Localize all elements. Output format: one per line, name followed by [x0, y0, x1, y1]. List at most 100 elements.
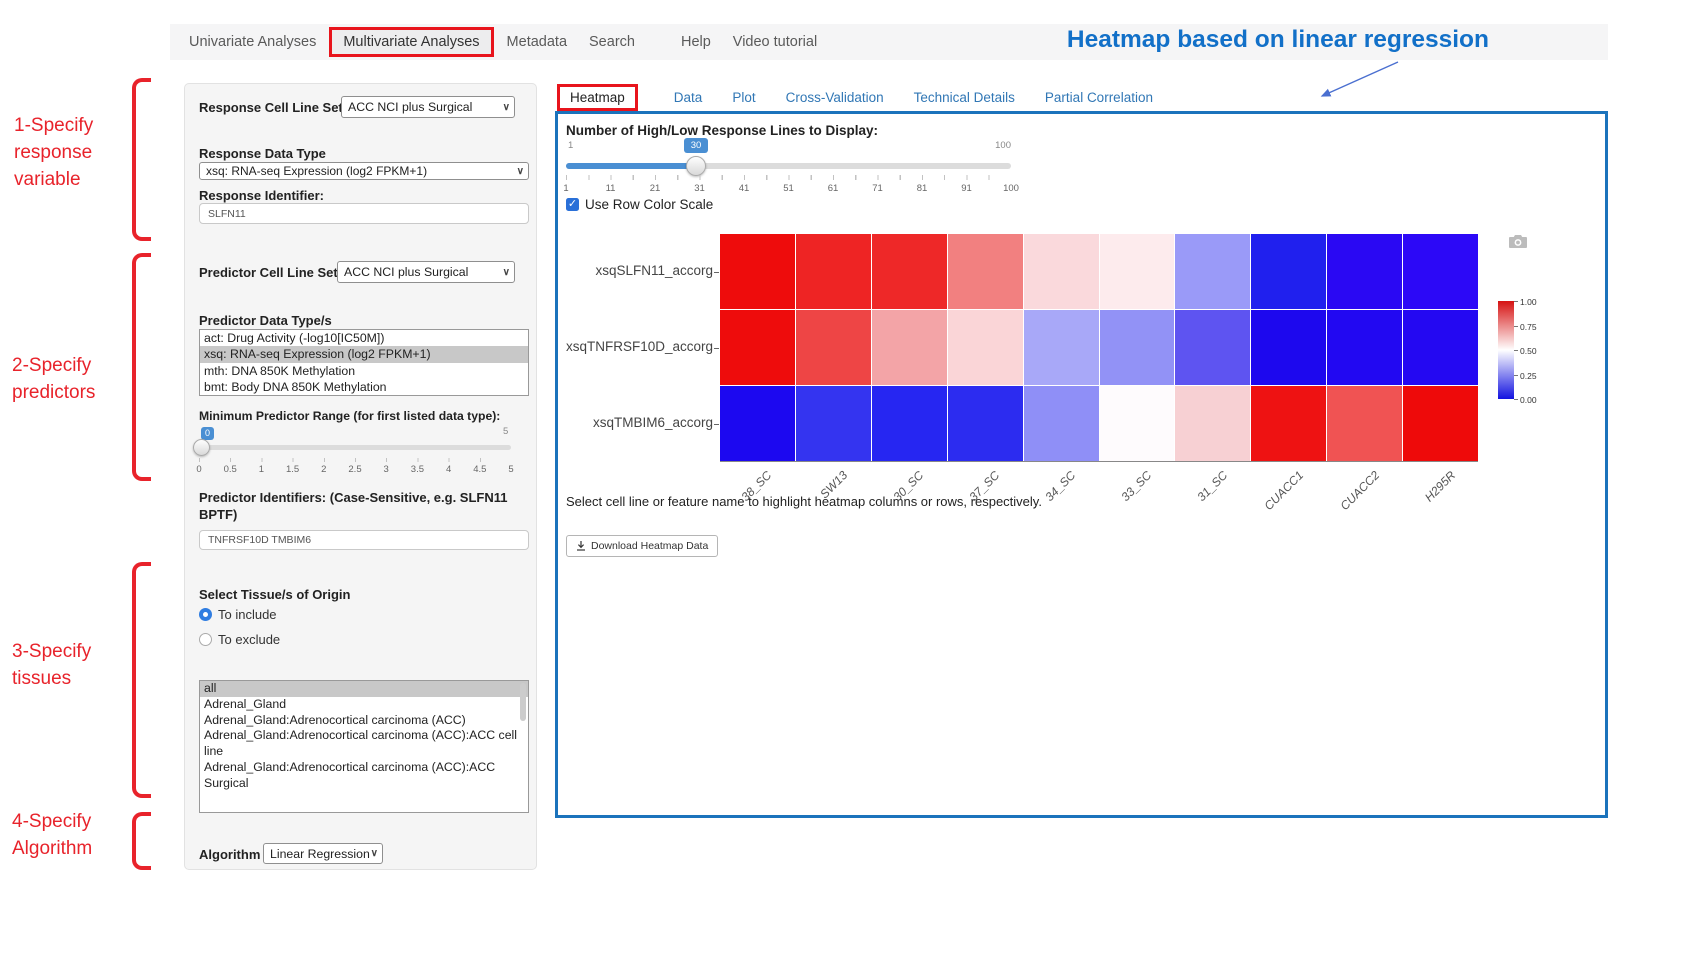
slider-tick-label: 100 — [1003, 183, 1019, 194]
tissue-option[interactable]: Adrenal_Gland:Adrenocortical carcinoma (… — [204, 712, 466, 727]
slider-tick-label: 71 — [872, 183, 883, 194]
colorbar-tick-label: 0.00 — [1520, 395, 1537, 405]
slider-tick-label: 0.5 — [223, 464, 237, 475]
bracket-step-2 — [132, 253, 151, 481]
algorithm-select[interactable]: Linear Regression ∨ — [263, 843, 383, 864]
heatmap-cell-xsqtnfrsf10d-accorg-cuacc2[interactable] — [1327, 310, 1403, 385]
tab-partial-correlation[interactable]: Partial Correlation — [1044, 90, 1153, 105]
slider-tick-label: 41 — [738, 183, 750, 194]
heatmap-cell-xsqslfn11-accorg-h295r[interactable] — [1403, 234, 1478, 309]
heatmap-row-label[interactable]: xsqTNFRSF10D_accorg — [565, 338, 713, 354]
heatmap-cell-xsqtmbim6-accorg-31-sc[interactable] — [1175, 386, 1251, 461]
range-slider-handle[interactable] — [193, 439, 210, 456]
tab-technical-details[interactable]: Technical Details — [913, 90, 1015, 105]
nav-item-search[interactable]: Search — [589, 34, 635, 50]
tab-data[interactable]: Data — [673, 90, 703, 105]
tab-plot[interactable]: Plot — [732, 90, 756, 105]
heatmap-instruction-text: Select cell line or feature name to high… — [566, 494, 1042, 509]
lines-slider-track[interactable] — [566, 163, 1011, 169]
annotation-step-4: 4-Specify Algorithm — [12, 811, 93, 859]
heatmap-cell-xsqtnfrsf10d-accorg-h295r[interactable] — [1403, 310, 1478, 385]
heatmap-cell-xsqtnfrsf10d-accorg-31-sc[interactable] — [1175, 310, 1251, 385]
chevron-down-icon: ∨ — [370, 848, 378, 859]
predictor-data-type-listbox[interactable]: act: Drug Activity (-log10[IC50M]) xsq: R… — [199, 329, 529, 396]
heatmap-cell-xsqtmbim6-accorg-34-sc[interactable] — [1023, 386, 1099, 461]
response-cell-line-select[interactable]: ACC NCI plus Surgical ∨ — [341, 96, 515, 118]
lines-slider-tick-labels: 1 11 21 31 41 51 61 71 81 91 100 — [563, 183, 1019, 195]
predictor-data-type-option[interactable]: bmt: Body DNA 850K Methylation — [204, 379, 387, 394]
heatmap-cell-xsqslfn11-accorg-cuacc2[interactable] — [1327, 234, 1403, 309]
tissue-exclude-radio-label[interactable]: To exclude — [218, 632, 281, 647]
nav-item-help[interactable]: Help — [680, 34, 711, 50]
tab-heatmap[interactable]: Heatmap — [557, 84, 638, 111]
nav-item-metadata[interactable]: Metadata — [506, 34, 568, 50]
predictor-data-type-option[interactable]: xsq: RNA-seq Expression (log2 FPKM+1) — [200, 346, 528, 363]
heatmap-row-label[interactable]: xsqTMBIM6_accorg — [592, 414, 713, 430]
predictor-cell-line-select[interactable]: ACC NCI plus Surgical ∨ — [337, 261, 515, 283]
nav-item-multivariate-analyses[interactable]: Multivariate Analyses — [329, 27, 494, 57]
heatmap-cell-xsqslfn11-accorg-33-sc[interactable] — [1099, 234, 1175, 309]
heatmap-cell-xsqslfn11-accorg-31-sc[interactable] — [1175, 234, 1251, 309]
lines-slider-label: Number of High/Low Response Lines to Dis… — [566, 123, 879, 138]
predictor-data-type-option[interactable]: mth: DNA 850K Methylation — [204, 363, 356, 378]
heatmap-cell-xsqslfn11-accorg-cuacc1[interactable] — [1251, 234, 1327, 309]
tissue-option[interactable]: Adrenal_Gland:Adrenocortical carcinoma (… — [204, 759, 496, 790]
response-identifier-input[interactable]: SLFN11 — [199, 203, 529, 224]
heatmap-cell-xsqtmbim6-accorg-37-sc[interactable] — [947, 386, 1023, 461]
heatmap-cell-xsqtnfrsf10d-accorg-sw13[interactable] — [795, 310, 871, 385]
heatmap-cell-xsqslfn11-accorg-37-sc[interactable] — [947, 234, 1023, 309]
heatmap-cell-xsqtnfrsf10d-accorg-34-sc[interactable] — [1023, 310, 1099, 385]
tissue-option[interactable]: all — [200, 681, 528, 697]
nav-item-univariate-analyses[interactable]: Univariate Analyses — [189, 34, 317, 50]
heatmap-cell-xsqslfn11-accorg-34-sc[interactable] — [1023, 234, 1099, 309]
colorbar-tick — [1514, 374, 1518, 376]
heatmap-cell-xsqtmbim6-accorg-38-sc[interactable] — [720, 386, 795, 461]
camera-icon[interactable] — [1508, 234, 1528, 249]
lines-slider-handle[interactable] — [686, 156, 706, 176]
tissue-exclude-radio[interactable] — [199, 633, 212, 646]
heatmap-cell-xsqtnfrsf10d-accorg-30-sc[interactable] — [871, 310, 947, 385]
bracket-step-3 — [132, 562, 151, 798]
heatmap-cell-xsqslfn11-accorg-38-sc[interactable] — [720, 234, 795, 309]
tissue-include-radio[interactable] — [199, 608, 212, 621]
heatmap-cell-xsqtmbim6-accorg-30-sc[interactable] — [871, 386, 947, 461]
slider-tick-label: 3 — [383, 464, 389, 475]
heatmap-grid — [720, 234, 1478, 462]
slider-tick-label: 31 — [694, 183, 705, 194]
response-data-type-label: Response Data Type — [199, 146, 326, 161]
annotation-arrow-icon — [1320, 61, 1399, 97]
range-slider-track[interactable] — [199, 445, 511, 450]
download-heatmap-data-button[interactable]: Download Heatmap Data — [566, 535, 719, 557]
annotation-heading: Heatmap based on linear regression — [1066, 26, 1489, 53]
tissue-option[interactable]: Adrenal_Gland — [204, 696, 287, 711]
heatmap-cell-xsqtnfrsf10d-accorg-38-sc[interactable] — [720, 310, 795, 385]
tissue-include-radio-label[interactable]: To include — [218, 607, 277, 622]
axis-tick — [714, 271, 719, 273]
slider-tick-label: 91 — [961, 183, 972, 194]
row-color-scale-checkbox[interactable]: ✓ — [566, 198, 579, 211]
predictor-identifiers-input[interactable]: TNFRSF10D TMBIM6 — [199, 530, 529, 550]
heatmap-cell-xsqslfn11-accorg-sw13[interactable] — [795, 234, 871, 309]
response-cell-line-label: Response Cell Line Set — [199, 100, 343, 115]
heatmap-cell-xsqslfn11-accorg-30-sc[interactable] — [871, 234, 947, 309]
nav-item-video-tutorial[interactable]: Video tutorial — [732, 34, 818, 50]
heatmap-cell-xsqtmbim6-accorg-sw13[interactable] — [795, 386, 871, 461]
response-data-type-select[interactable]: xsq: RNA-seq Expression (log2 FPKM+1) ∨ — [199, 162, 529, 180]
heatmap-cell-xsqtmbim6-accorg-cuacc1[interactable] — [1251, 386, 1327, 461]
tissue-option[interactable]: Adrenal_Gland:Adrenocortical carcinoma (… — [204, 728, 518, 759]
row-color-scale-label[interactable]: Use Row Color Scale — [585, 197, 714, 212]
heatmap-cell-xsqtmbim6-accorg-cuacc2[interactable] — [1327, 386, 1403, 461]
predictor-data-type-option[interactable]: act: Drug Activity (-log10[IC50M]) — [204, 331, 385, 345]
heatmap-cell-xsqtmbim6-accorg-h295r[interactable] — [1403, 386, 1478, 461]
listbox-scrollbar[interactable] — [520, 683, 526, 721]
heatmap-row-label[interactable]: xsqSLFN11_accorg — [595, 262, 713, 278]
heatmap-cell-xsqtnfrsf10d-accorg-33-sc[interactable] — [1099, 310, 1175, 385]
heatmap-cell-xsqtmbim6-accorg-33-sc[interactable] — [1099, 386, 1175, 461]
tab-cross-validation[interactable]: Cross-Validation — [785, 90, 884, 105]
heatmap-cell-xsqtnfrsf10d-accorg-37-sc[interactable] — [947, 310, 1023, 385]
colorbar-tick-label: 0.75 — [1520, 321, 1537, 332]
colorbar-tick-label: 1.00 — [1520, 297, 1537, 307]
tissue-listbox[interactable]: all Adrenal_Gland Adrenal_Gland:Adrenocort… — [199, 680, 529, 813]
chevron-down-icon: ∨ — [502, 266, 510, 278]
heatmap-cell-xsqtnfrsf10d-accorg-cuacc1[interactable] — [1251, 310, 1327, 385]
